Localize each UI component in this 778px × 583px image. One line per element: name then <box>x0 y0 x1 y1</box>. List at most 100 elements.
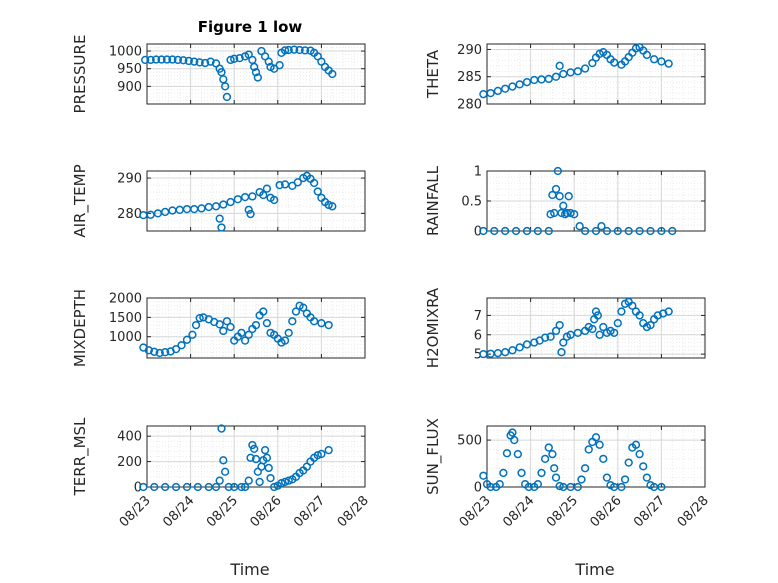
data-point <box>635 226 644 236</box>
y-tick-label: 1000 <box>109 330 142 345</box>
data-point <box>155 348 164 358</box>
data-point <box>593 311 602 320</box>
data-point <box>544 74 553 84</box>
data-point <box>206 57 215 66</box>
data-point <box>493 86 503 96</box>
data-point <box>250 444 259 454</box>
data-point <box>139 482 148 492</box>
subplot-5: 1000 1500 2000 MIXDEPTH <box>71 289 366 367</box>
data-point <box>649 55 659 64</box>
data-point <box>564 192 573 201</box>
data-point <box>215 214 224 223</box>
data-point <box>300 46 310 55</box>
data-point <box>555 320 564 330</box>
data-point <box>508 428 517 437</box>
data-point <box>602 226 612 236</box>
subplot-6: 5 6 7 H2OMIXRA <box>424 287 706 368</box>
data-point <box>226 322 235 332</box>
data-point <box>222 317 232 326</box>
data-point <box>591 226 601 236</box>
data-point <box>280 46 290 55</box>
y-tick-label: 1000 <box>109 45 142 60</box>
data-point <box>550 464 559 473</box>
data-point <box>295 45 304 55</box>
data-point <box>610 58 619 67</box>
figure-title: Figure 1 low <box>198 18 303 36</box>
y-tick-label: 0 <box>474 481 482 496</box>
data-point <box>246 453 255 462</box>
data-point <box>575 222 584 231</box>
data-point <box>551 72 561 81</box>
data-point <box>262 184 272 193</box>
x-tick-label: 08/26 <box>588 493 625 530</box>
data-point <box>235 53 244 63</box>
data-point <box>557 348 566 357</box>
data-point <box>508 346 517 355</box>
data-point <box>555 481 564 491</box>
data-point <box>502 449 512 458</box>
data-point <box>548 450 557 459</box>
y-tick-label: 200 <box>117 455 142 470</box>
data-point <box>639 462 648 471</box>
y-tick-label: 0 <box>474 225 482 240</box>
data-point <box>141 55 150 65</box>
y-axis-label: THETA <box>424 49 442 99</box>
data-point <box>533 480 543 489</box>
data-point <box>490 226 499 236</box>
data-point <box>250 62 259 72</box>
y-tick-label: 280 <box>457 98 482 113</box>
data-point <box>324 445 333 455</box>
data-point <box>479 226 488 236</box>
data-point <box>262 319 272 328</box>
data-point <box>631 44 641 53</box>
data-point <box>551 326 561 336</box>
data-point <box>251 320 261 330</box>
data-point <box>244 205 253 214</box>
data-point <box>293 178 302 187</box>
data-point <box>557 208 566 218</box>
data-point <box>628 301 637 310</box>
data-point <box>495 480 504 489</box>
data-point <box>499 468 508 478</box>
data-point <box>262 453 272 462</box>
data-point <box>646 320 655 330</box>
data-point <box>168 55 177 64</box>
data-point <box>171 344 181 354</box>
x-axis-label-left: Time <box>229 560 269 579</box>
data-point <box>317 449 326 459</box>
data-point <box>195 58 204 67</box>
data-point <box>288 317 297 326</box>
data-point <box>573 328 582 337</box>
data-point <box>157 55 166 64</box>
data-point <box>544 443 553 452</box>
data-point <box>309 178 319 188</box>
data-point <box>217 223 226 232</box>
data-point <box>240 482 250 492</box>
subplot-4: 0 0.5 1 RAINFALL <box>424 165 706 240</box>
data-point <box>595 330 604 339</box>
data-point <box>284 45 293 55</box>
data-point <box>486 88 495 98</box>
data-point <box>657 57 666 66</box>
axes-box <box>146 297 366 359</box>
x-tick-label: 08/25 <box>544 493 581 530</box>
data-point <box>150 347 159 356</box>
data-point <box>602 473 612 482</box>
data-point <box>668 226 677 236</box>
data-point <box>580 464 590 473</box>
data-point <box>524 482 533 492</box>
data-point <box>151 55 161 64</box>
data-point <box>219 456 228 465</box>
y-tick-label: 0 <box>134 481 142 496</box>
data-point <box>540 454 550 463</box>
axes-box <box>146 170 366 232</box>
data-point <box>646 226 655 236</box>
subplot-2: 280 285 290 THETA <box>424 43 706 113</box>
data-point <box>664 59 673 68</box>
data-point <box>479 471 488 480</box>
data-point <box>553 166 562 176</box>
data-point <box>624 458 633 467</box>
y-axis-label: H2OMIXRA <box>424 287 442 368</box>
data-point <box>259 190 268 200</box>
y-tick-label: 900 <box>117 80 142 95</box>
